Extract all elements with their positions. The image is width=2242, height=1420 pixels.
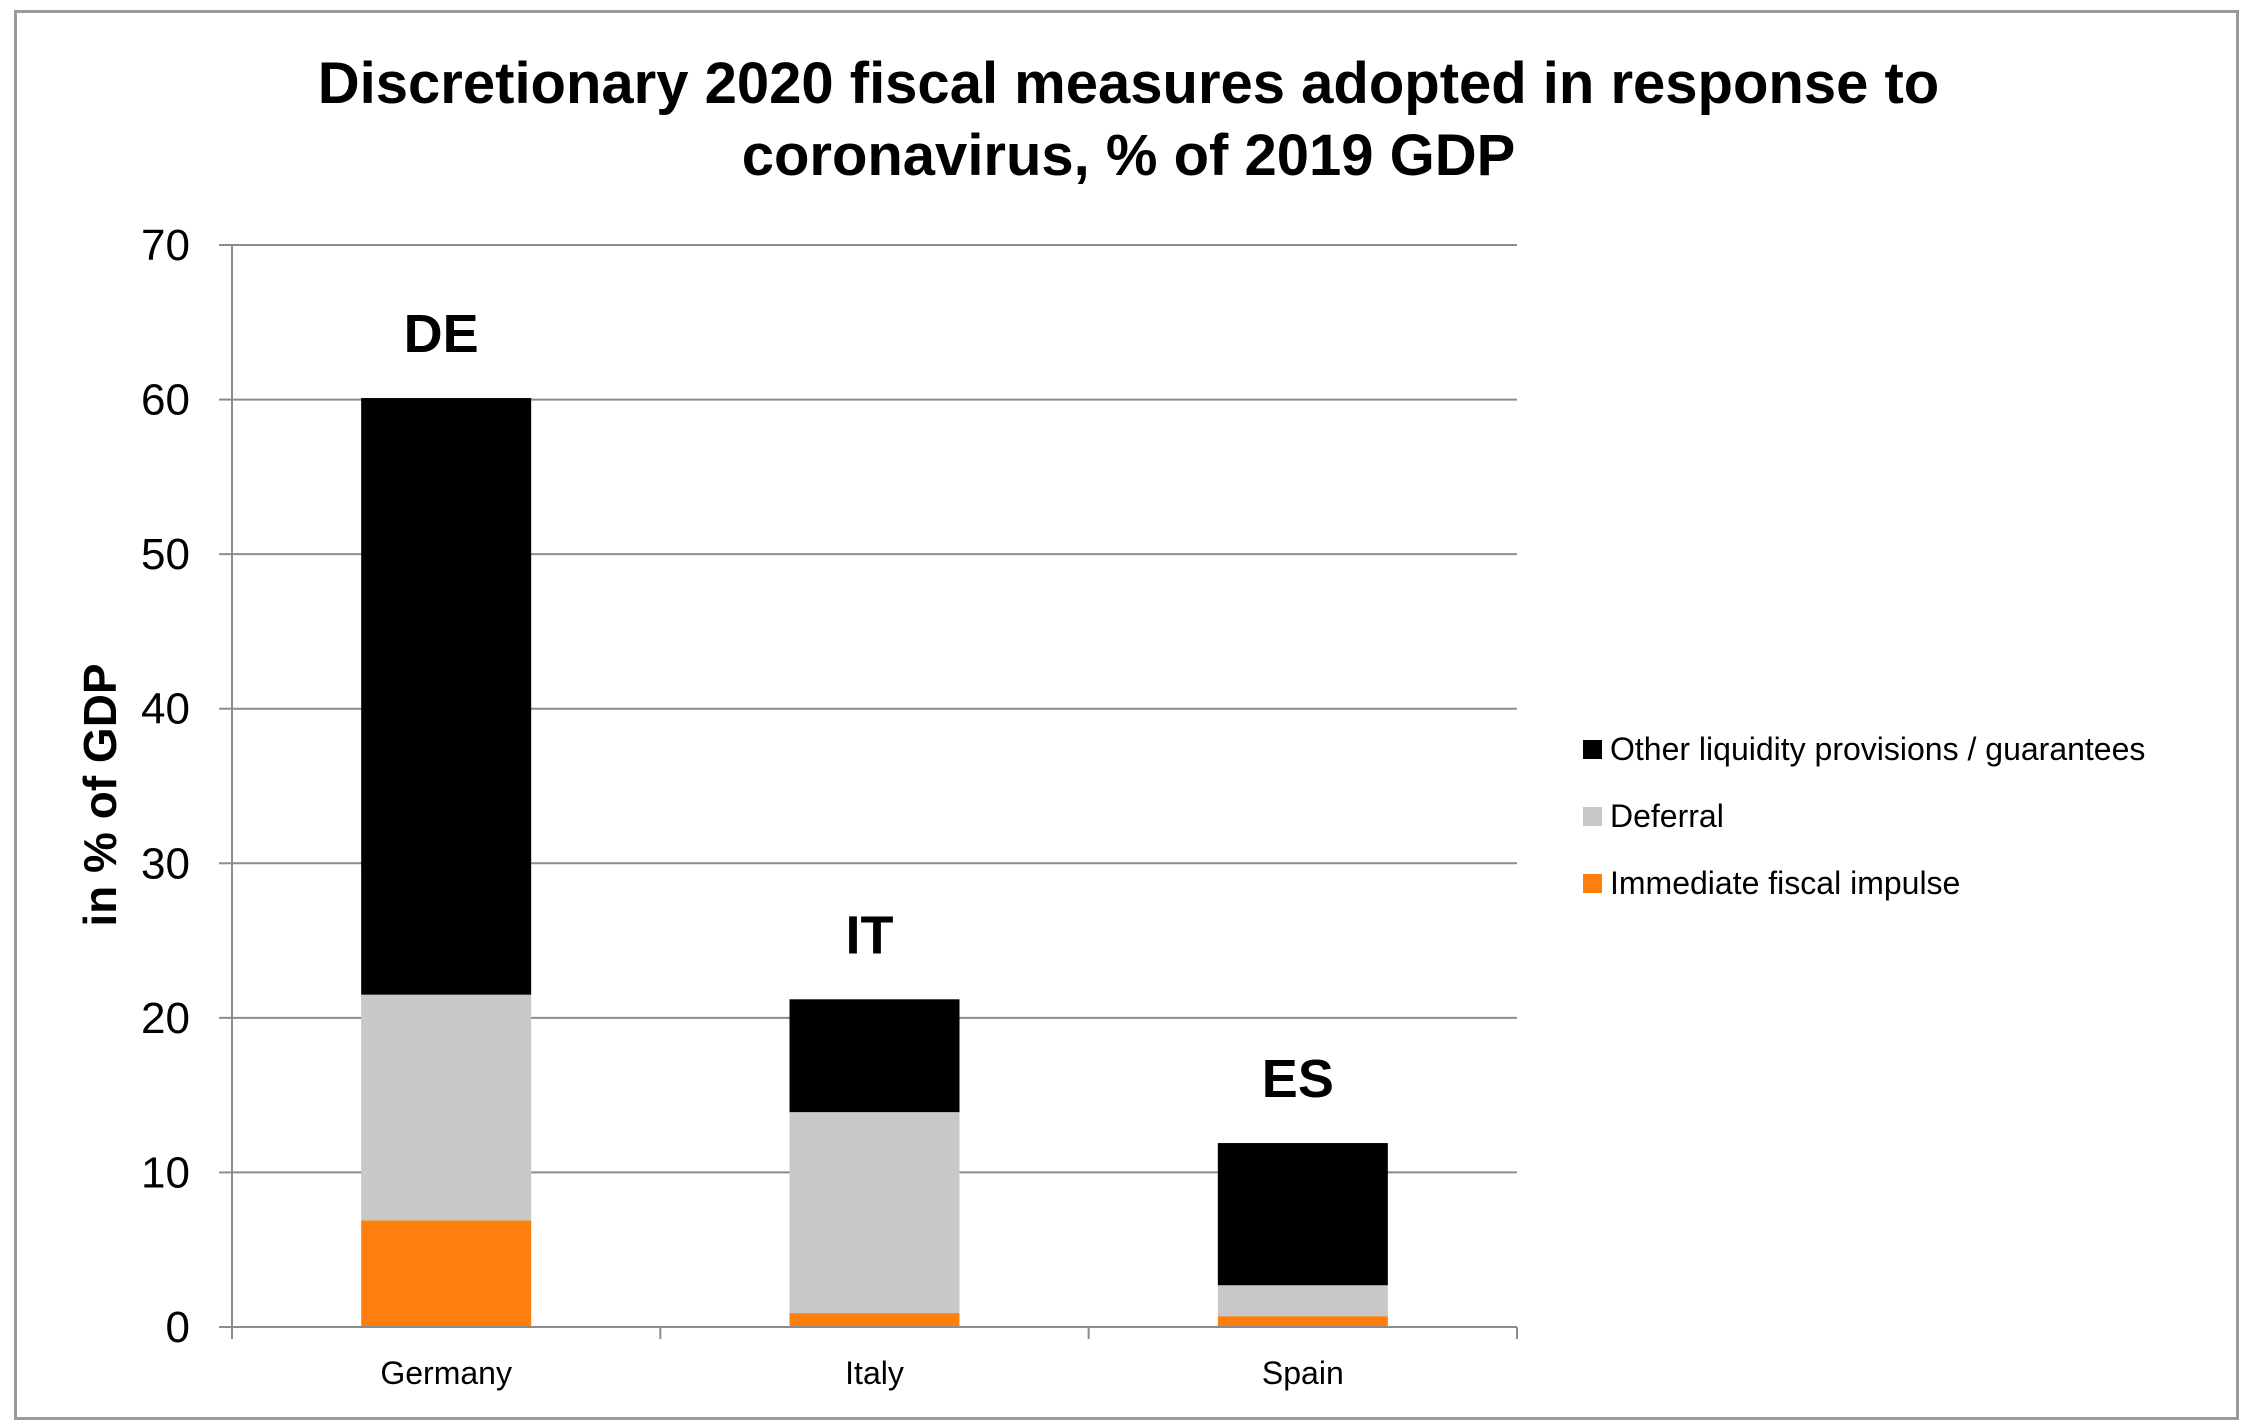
bar-annotation: DE [404, 304, 479, 364]
bar-germany-series-2 [361, 398, 532, 995]
y-tick-label: 50 [141, 530, 190, 579]
legend-item: Immediate fiscal impulse [1583, 850, 2145, 917]
x-category-label: Italy [845, 1355, 904, 1391]
bars [361, 398, 1388, 1327]
y-tick-label: 0 [166, 1303, 190, 1352]
y-tick-label: 70 [141, 221, 190, 270]
legend-label: Deferral [1610, 798, 1724, 834]
legend: Other liquidity provisions / guarantees D… [1583, 716, 2145, 917]
y-tick-label: 60 [141, 376, 190, 425]
chart-title: Discretionary 2020 fiscal measures adopt… [0, 48, 2242, 192]
bar-annotation: ES [1262, 1049, 1334, 1109]
y-tick-label: 40 [141, 685, 190, 734]
y-tick-label: 10 [141, 1148, 190, 1197]
legend-label: Other liquidity provisions / guarantees [1610, 731, 2146, 767]
y-axis-title: in % of GDP [74, 663, 126, 926]
legend-label: Immediate fiscal impulse [1610, 865, 1961, 901]
legend-swatch [1583, 807, 1602, 826]
bar-annotation: IT [846, 905, 894, 965]
axes [219, 244, 1518, 1339]
bar-germany-series-0 [361, 1220, 532, 1327]
legend-item: Other liquidity provisions / guarantees [1583, 716, 2145, 783]
legend-item: Deferral [1583, 783, 2145, 850]
bar-italy-series-1 [789, 1112, 960, 1314]
chart-title-line-1: Discretionary 2020 fiscal measures adopt… [317, 51, 1940, 116]
x-category-label: Germany [380, 1355, 512, 1391]
bar-spain-series-0 [1217, 1316, 1388, 1327]
legend-swatch [1583, 874, 1602, 893]
chart-title-line-2: coronavirus, % of 2019 GDP [741, 123, 1516, 188]
bar-spain-series-1 [1217, 1285, 1388, 1317]
bar-italy-series-2 [789, 999, 960, 1113]
x-category-label: Spain [1262, 1355, 1344, 1391]
bar-spain-series-2 [1217, 1143, 1388, 1286]
bar-italy-series-0 [789, 1313, 960, 1327]
y-tick-label: 30 [141, 839, 190, 888]
y-tick-label: 20 [141, 994, 190, 1043]
legend-swatch [1583, 740, 1602, 759]
bar-germany-series-1 [361, 994, 532, 1221]
labels: 0 10 20 30 40 50 60 70 Germany DE Italy IT Spain ES [141, 221, 1344, 1391]
